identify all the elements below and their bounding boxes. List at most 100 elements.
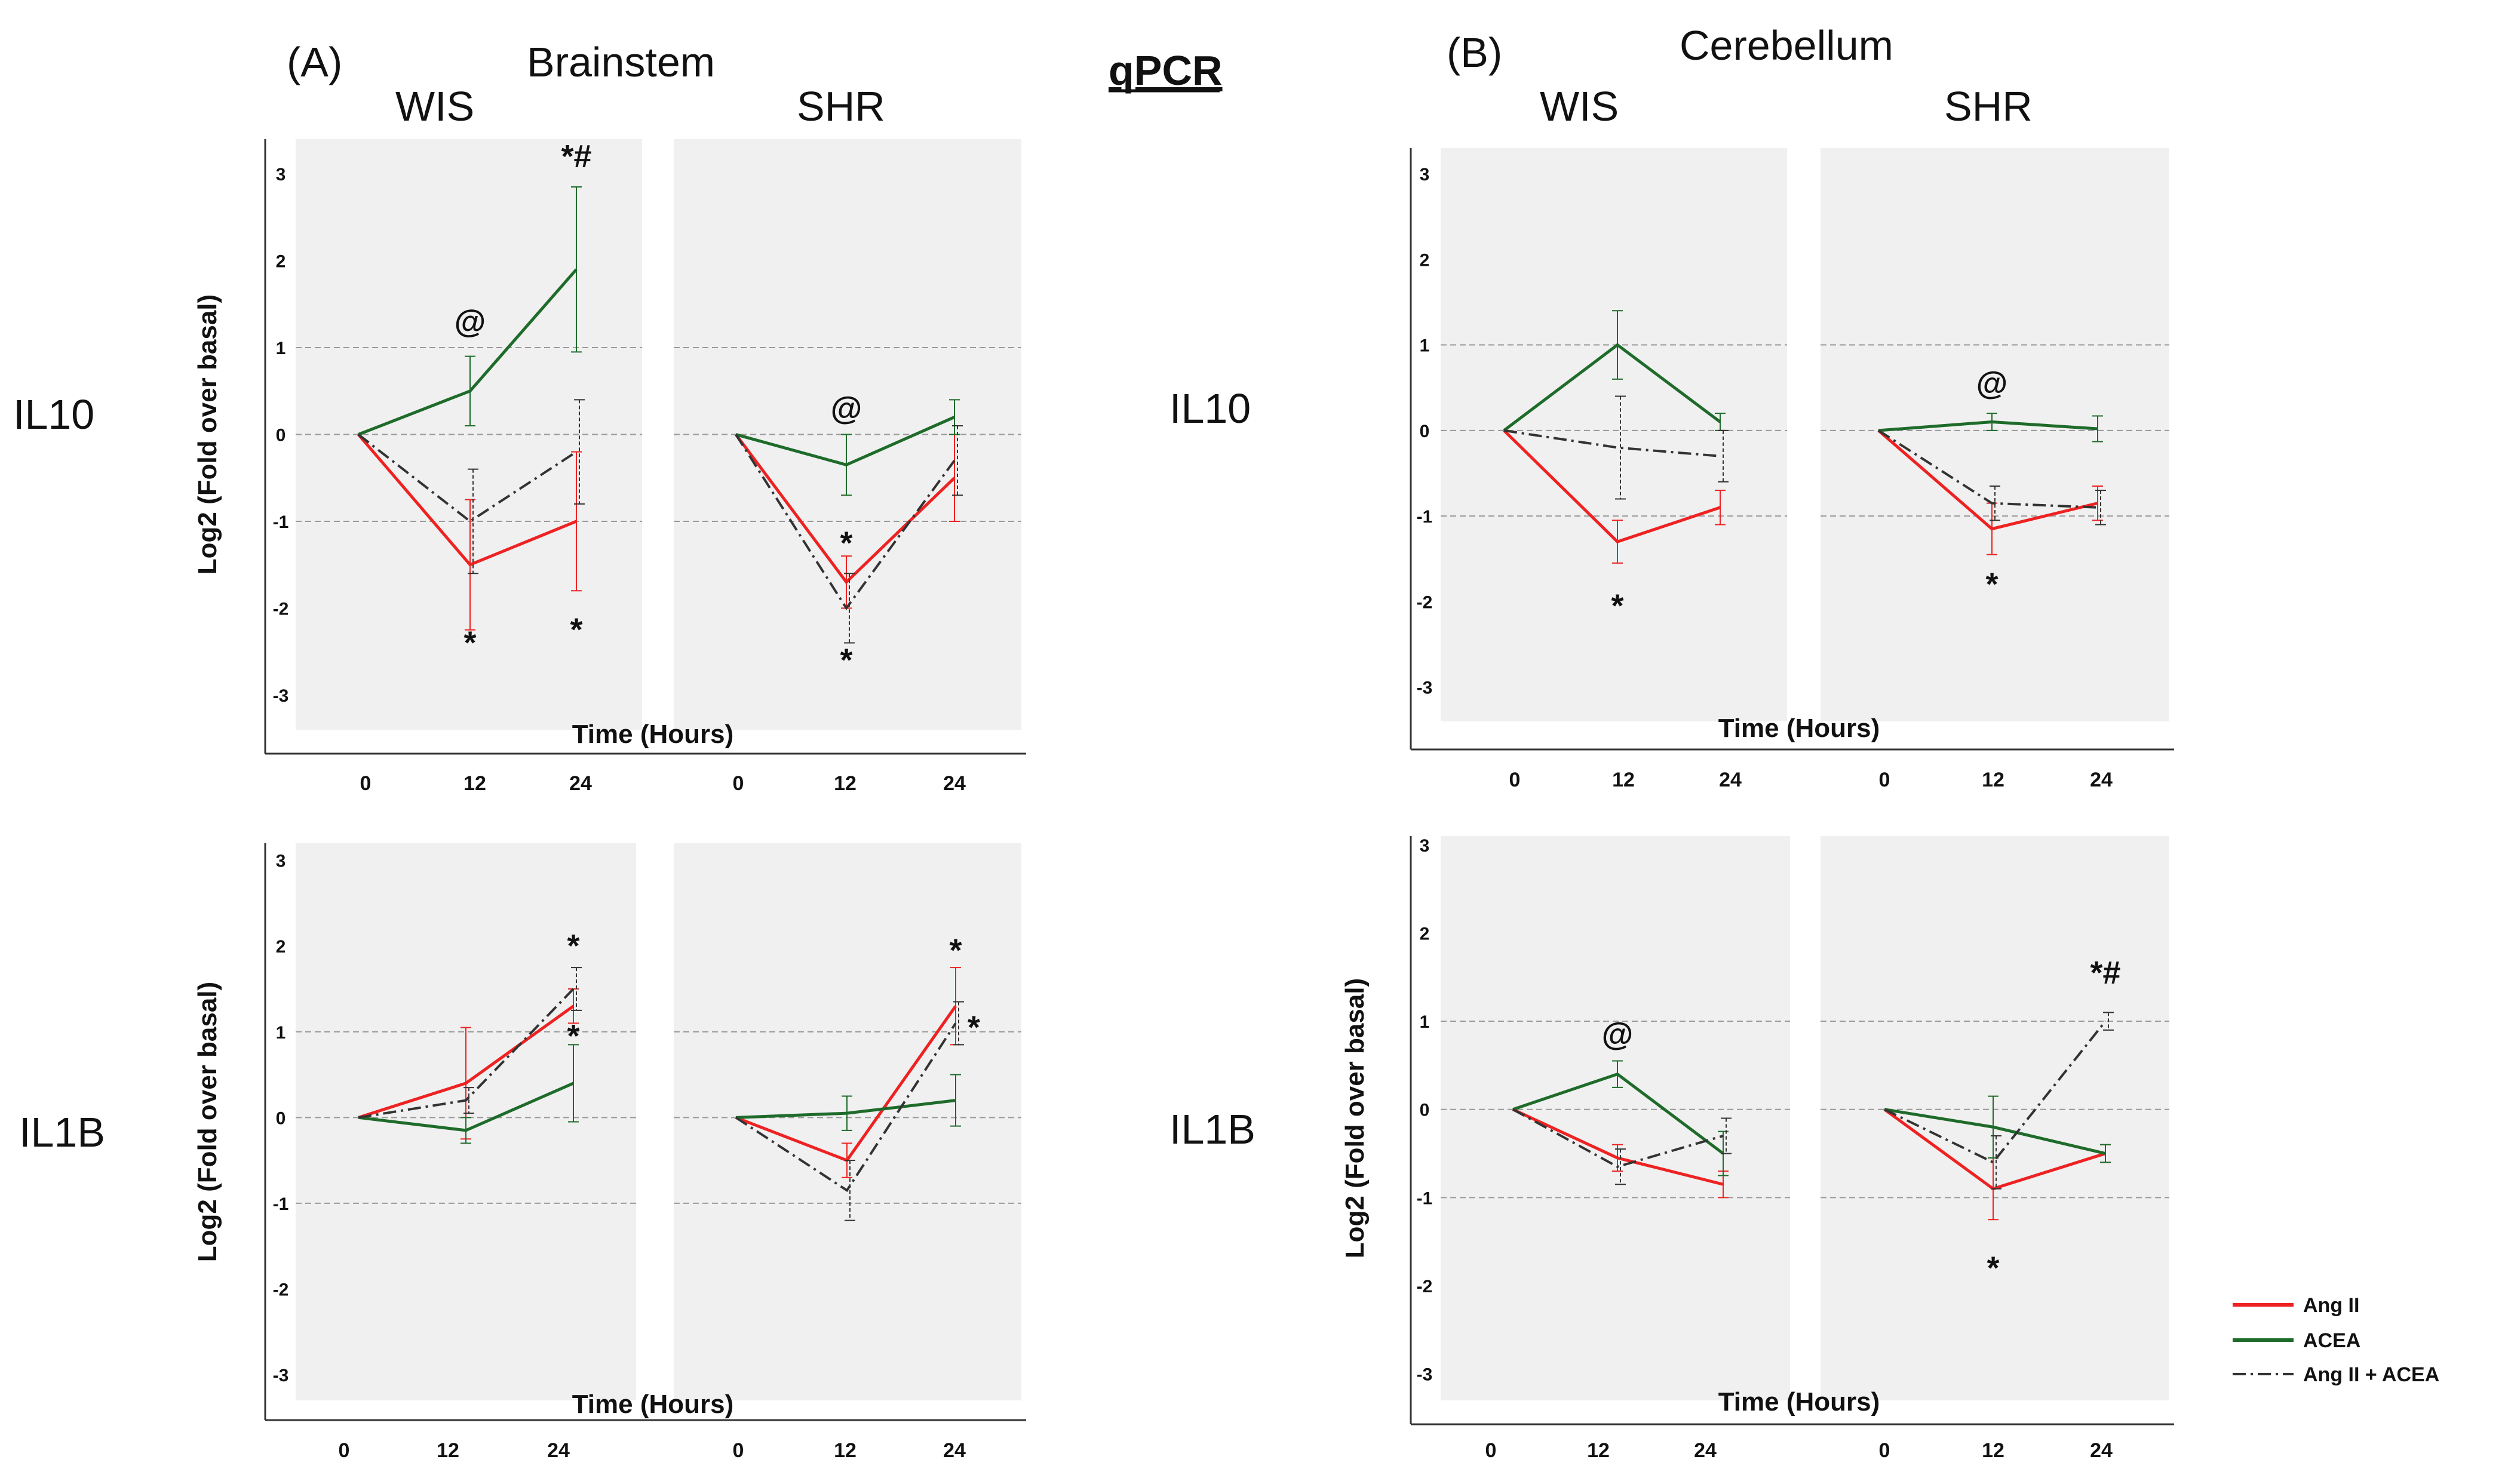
x-tick-label: 24 bbox=[547, 1439, 570, 1462]
strain-label-brainstem-wis: WIS bbox=[395, 83, 474, 130]
significance-mark: @ bbox=[455, 303, 486, 339]
strain-label-cerebellum-shr: SHR bbox=[1944, 83, 2033, 130]
y-tick-label: 2 bbox=[1420, 924, 1430, 944]
x-tick-label: 24 bbox=[2090, 769, 2113, 791]
y-tick-label: 0 bbox=[1420, 422, 1430, 441]
y-tick-label: -3 bbox=[273, 1366, 289, 1385]
significance-mark: *# bbox=[2090, 955, 2120, 991]
significance-mark: * bbox=[1611, 588, 1623, 624]
significance-mark: * bbox=[949, 932, 962, 968]
y-tick-label: -1 bbox=[273, 512, 289, 532]
panel-bg-wis bbox=[1441, 148, 1787, 721]
y-tick-label: -3 bbox=[273, 686, 289, 706]
significance-mark: * bbox=[840, 525, 852, 561]
y-tick-label: -1 bbox=[1417, 1188, 1433, 1208]
y-tick-label: -2 bbox=[273, 1280, 289, 1299]
y-axis-label: Log2 (Fold over basal) bbox=[193, 294, 222, 574]
panel-bg-wis bbox=[1441, 836, 1790, 1400]
y-tick-label: -2 bbox=[1417, 1277, 1433, 1296]
x-axis-label: Time (Hours) bbox=[1718, 1387, 1880, 1417]
x-tick-label: 12 bbox=[834, 1439, 857, 1462]
chart-cerebellum-il1b: 3 2 1 0 -1 -2 -3 Log2 (Fold over basal) Time (Ho… bbox=[1340, 836, 2174, 1462]
section-b-label: (B) bbox=[1447, 29, 1502, 76]
significance-mark: * bbox=[1987, 1251, 1999, 1286]
x-tick-label: 12 bbox=[1612, 769, 1635, 791]
y-tick-label: -1 bbox=[273, 1194, 289, 1214]
x-tick-label: 24 bbox=[943, 1439, 966, 1462]
y-tick-label: -3 bbox=[1417, 678, 1433, 698]
strain-label-cerebellum-wis: WIS bbox=[1540, 83, 1619, 130]
row-label-il10-brainstem: IL10 bbox=[13, 391, 94, 438]
x-tick-label: 0 bbox=[360, 772, 372, 795]
series-line-combo-wis bbox=[1512, 1108, 1724, 1168]
x-tick-label: 12 bbox=[1982, 1439, 2004, 1462]
significance-mark: * bbox=[1985, 567, 1998, 603]
y-tick-label: 2 bbox=[1420, 250, 1430, 270]
y-tick-label: 3 bbox=[276, 852, 286, 871]
x-tick-label: 12 bbox=[1587, 1439, 1610, 1462]
method-title: qPCR bbox=[1109, 47, 1223, 94]
significance-mark: * bbox=[840, 643, 852, 678]
row-label-il1b-brainstem: IL1B bbox=[19, 1109, 105, 1156]
x-axis-label: Time (Hours) bbox=[572, 720, 734, 749]
x-tick-label: 12 bbox=[834, 772, 857, 795]
y-axis-label: Log2 (Fold over basal) bbox=[193, 982, 222, 1262]
chart-brainstem-il10: 3 2 1 0 -1 -2 -3 Log2 (Fold over basal) Time (Ho… bbox=[193, 139, 1026, 795]
x-tick-label: 24 bbox=[2090, 1439, 2113, 1462]
x-tick-label: 12 bbox=[463, 772, 486, 795]
x-tick-label: 0 bbox=[1879, 1439, 1890, 1462]
x-axis-label: Time (Hours) bbox=[572, 1390, 734, 1419]
x-axis-label: Time (Hours) bbox=[1718, 714, 1880, 743]
x-tick-label: 24 bbox=[1694, 1439, 1717, 1462]
y-tick-label: 1 bbox=[1420, 1012, 1430, 1032]
significance-mark: @ bbox=[831, 391, 862, 426]
legend-label-ang: Ang II bbox=[2303, 1294, 2359, 1317]
series-line-combo-wis bbox=[358, 988, 575, 1119]
y-tick-label: -2 bbox=[273, 599, 289, 619]
y-tick-label: 2 bbox=[276, 252, 286, 272]
panel-bg-shr bbox=[1821, 148, 2169, 721]
series-line-combo-wis bbox=[1503, 429, 1721, 457]
significance-mark: * bbox=[968, 1010, 980, 1046]
legend: Ang II ACEA Ang II + ACEA bbox=[2233, 1294, 2439, 1386]
x-tick-label: 24 bbox=[1719, 769, 1742, 791]
significance-mark: * bbox=[570, 612, 582, 648]
chart-brainstem-il1b: 3 2 1 0 -1 -2 -3 Log2 (Fold over basal) Time (Ho… bbox=[193, 843, 1026, 1462]
legend-label-combo: Ang II + ACEA bbox=[2303, 1363, 2439, 1386]
series-line-combo-shr bbox=[735, 434, 956, 610]
y-axis-label: Log2 (Fold over basal) bbox=[1340, 978, 1370, 1258]
y-tick-label: 3 bbox=[1420, 836, 1430, 856]
section-a-label: (A) bbox=[287, 39, 342, 85]
y-tick-label: 1 bbox=[276, 1023, 286, 1043]
y-tick-label: 3 bbox=[276, 165, 286, 185]
section-b-region-title: Cerebellum bbox=[1680, 22, 1893, 69]
y-tick-label: 0 bbox=[1420, 1101, 1430, 1120]
x-tick-label: 0 bbox=[339, 1439, 350, 1462]
legend-label-acea: ACEA bbox=[2303, 1329, 2360, 1352]
significance-mark: @ bbox=[1976, 365, 2008, 401]
x-tick-label: 12 bbox=[1982, 769, 2004, 791]
series-line-combo-wis bbox=[357, 433, 578, 523]
row-label-il1b-cerebellum: IL1B bbox=[1169, 1106, 1255, 1153]
significance-mark: @ bbox=[1602, 1016, 1634, 1052]
x-tick-label: 0 bbox=[1509, 769, 1521, 791]
y-tick-label: 1 bbox=[1420, 336, 1430, 356]
x-tick-label: 0 bbox=[733, 1439, 744, 1462]
significance-mark: *# bbox=[561, 139, 591, 174]
significance-mark: * bbox=[567, 928, 579, 964]
chart-cerebellum-il10: 3 2 1 0 -1 -2 -3 Time (Hours) 0 12 24 0 12 24 * @ * bbox=[1410, 148, 2174, 791]
x-tick-label: 0 bbox=[733, 772, 744, 795]
strain-label-brainstem-shr: SHR bbox=[797, 83, 885, 130]
y-tick-label: 3 bbox=[1420, 165, 1430, 185]
significance-mark: * bbox=[463, 625, 476, 661]
y-tick-label: 0 bbox=[276, 426, 286, 445]
x-tick-label: 24 bbox=[943, 772, 966, 795]
charts-layer: 3 2 1 0 -1 -2 -3 Log2 (Fold over basal) Time (Ho… bbox=[193, 139, 2174, 1462]
x-tick-label: 0 bbox=[1879, 769, 1890, 791]
x-tick-label: 12 bbox=[437, 1439, 459, 1462]
y-tick-label: -3 bbox=[1417, 1365, 1433, 1385]
y-tick-label: -1 bbox=[1417, 507, 1433, 527]
row-label-il10-cerebellum: IL10 bbox=[1169, 385, 1251, 432]
x-tick-label: 24 bbox=[569, 772, 592, 795]
